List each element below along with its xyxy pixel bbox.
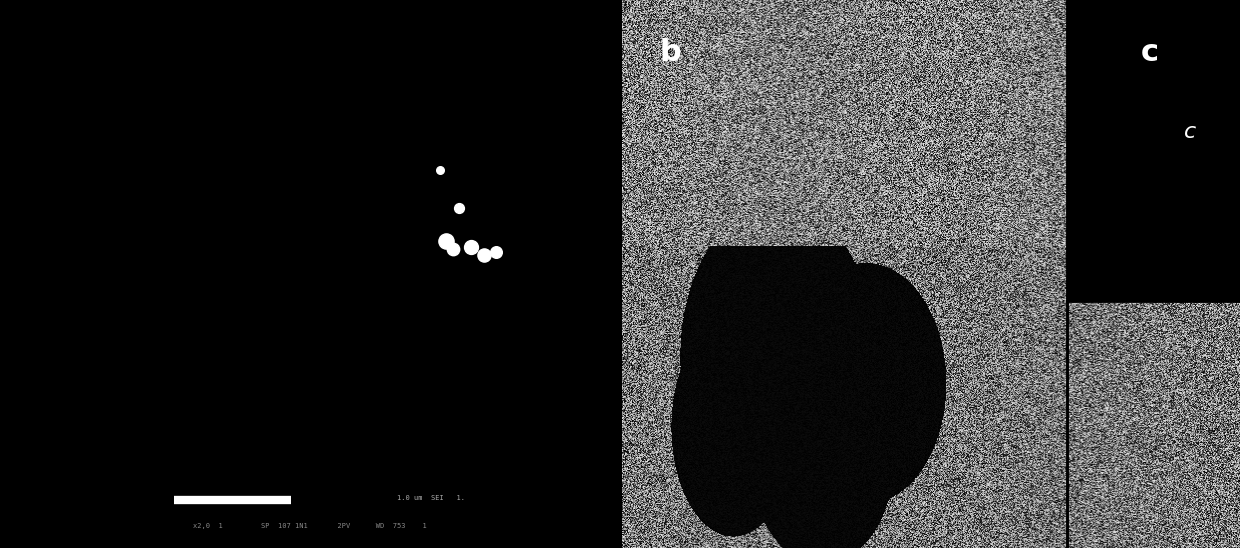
Text: b: b — [660, 38, 681, 67]
Point — [486, 248, 506, 256]
Text: 1.0 um  SEI   1.: 1.0 um SEI 1. — [397, 495, 465, 500]
Text: c: c — [1184, 122, 1197, 141]
Text: c: c — [1141, 38, 1159, 67]
Point — [461, 242, 481, 251]
Point — [449, 204, 469, 213]
Text: x2,0  1         SP  107 1N1       2PV      WD  753    1: x2,0 1 SP 107 1N1 2PV WD 753 1 — [193, 523, 427, 529]
Point — [443, 245, 463, 254]
Point — [430, 165, 450, 174]
Point — [436, 237, 456, 246]
Point — [474, 250, 494, 259]
